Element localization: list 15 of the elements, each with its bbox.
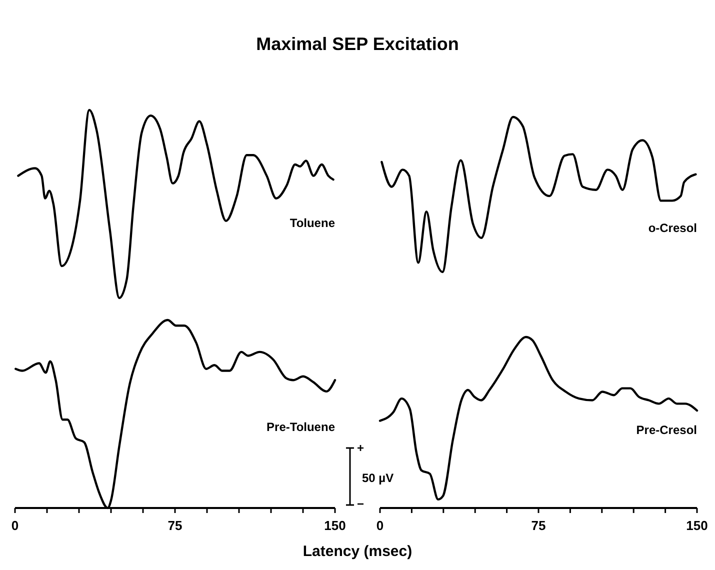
text: +: [357, 441, 364, 455]
x-tick-label: 75: [531, 518, 546, 533]
x-tick-label: 75: [168, 518, 182, 533]
x-tick-label: 150: [686, 518, 708, 533]
x-tick-label: 0: [376, 518, 384, 533]
chart-title: Maximal SEP Excitation: [256, 34, 459, 54]
x-tick-label: 0: [11, 518, 19, 533]
series-label: Pre-Cresol: [636, 423, 697, 437]
x-axis-title: Latency (msec): [302, 543, 412, 560]
x-tick-label: 150: [324, 518, 346, 533]
text: Pre-Toluene: [266, 420, 336, 434]
series-label: o-Cresol: [648, 221, 697, 235]
series-label: Toluene: [290, 216, 336, 230]
annotation: 50 µV: [362, 471, 394, 485]
text: −: [357, 497, 364, 511]
